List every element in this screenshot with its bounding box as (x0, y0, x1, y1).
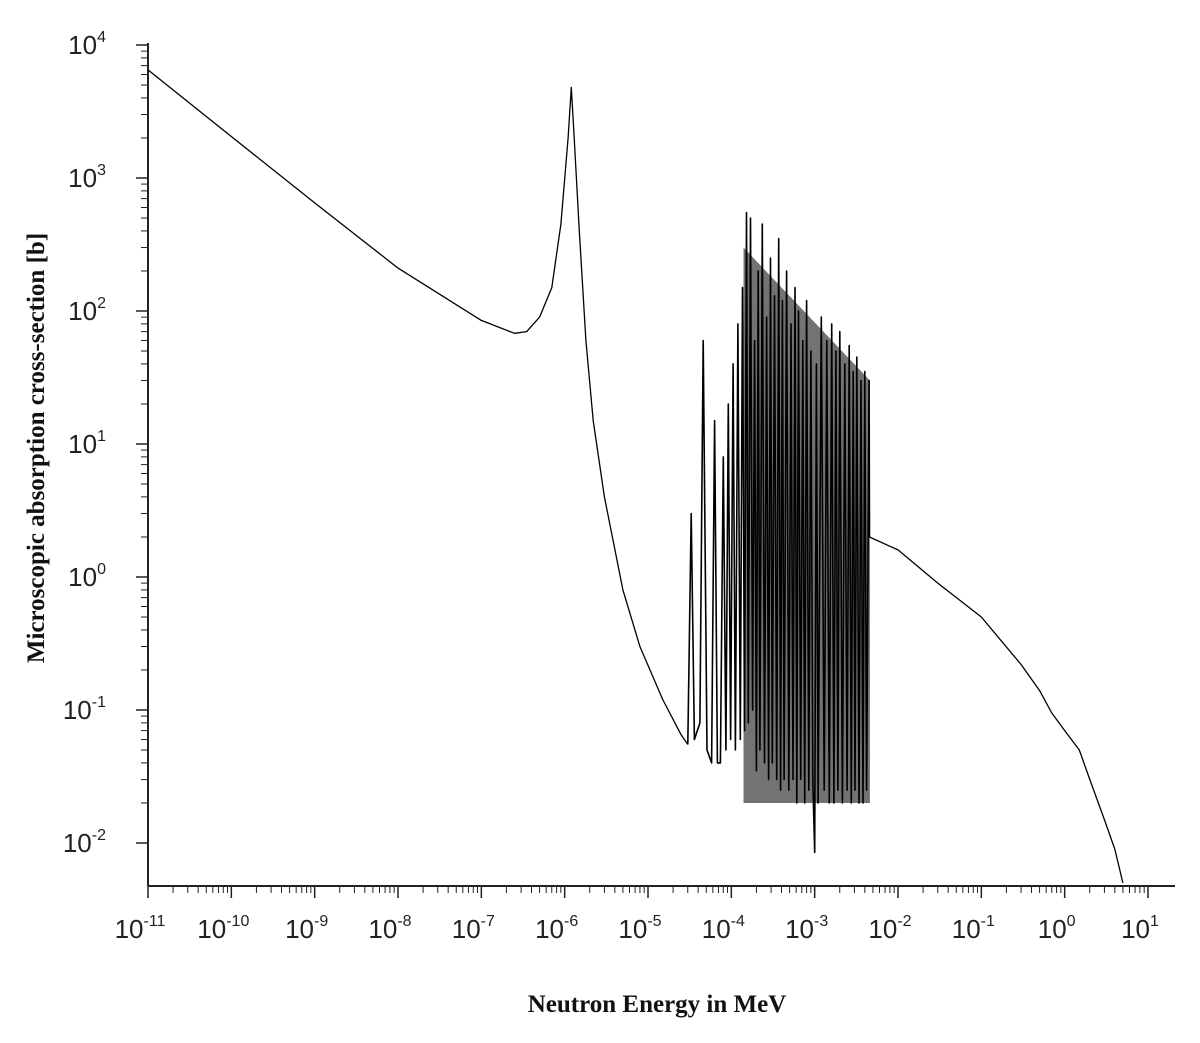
x-tick-label: 10-10 (197, 913, 249, 944)
plot-area (147, 69, 1124, 884)
cross-section-line-segment-3 (869, 536, 1124, 884)
x-tick-label: 10-6 (535, 913, 578, 944)
y-tick-label: 100 (68, 561, 106, 592)
x-tick-label: 10-3 (785, 913, 828, 944)
y-axis-title: Microscopic absorption cross-section [b] (23, 233, 50, 663)
x-tick-label: 101 (1121, 913, 1159, 944)
x-axis-title: Neutron Energy in MeV (528, 991, 787, 1018)
x-tick-label: 10-4 (702, 913, 745, 944)
y-tick-label: 103 (68, 162, 106, 193)
x-tick-label: 10-8 (368, 913, 411, 944)
y-tick-label: 101 (68, 428, 106, 459)
x-tick-label: 10-9 (285, 913, 328, 944)
y-axis-ticks: 10-2 10-1 100 101 102 103 104 (63, 29, 148, 858)
y-tick-label: 104 (68, 29, 106, 60)
x-tick-label: 10-7 (452, 913, 495, 944)
y-tick-label: 10-1 (63, 694, 106, 725)
x-tick-label: 10-5 (618, 913, 661, 944)
x-tick-label: 10-11 (115, 913, 166, 944)
y-tick-label: 102 (68, 295, 106, 326)
cross-section-line-segment-2 (687, 211, 871, 854)
x-tick-label: 10-1 (952, 913, 995, 944)
y-tick-label: 10-2 (63, 827, 106, 858)
x-tick-label: 100 (1038, 913, 1076, 944)
chart-axes (147, 43, 1175, 887)
x-axis-ticks: 10-11 10-10 10-9 10-8 10-7 10-6 10-5 10-4 10-3 10… (115, 886, 1159, 944)
cross-section-line-segment-1 (147, 69, 689, 745)
x-tick-label: 10-2 (868, 913, 911, 944)
